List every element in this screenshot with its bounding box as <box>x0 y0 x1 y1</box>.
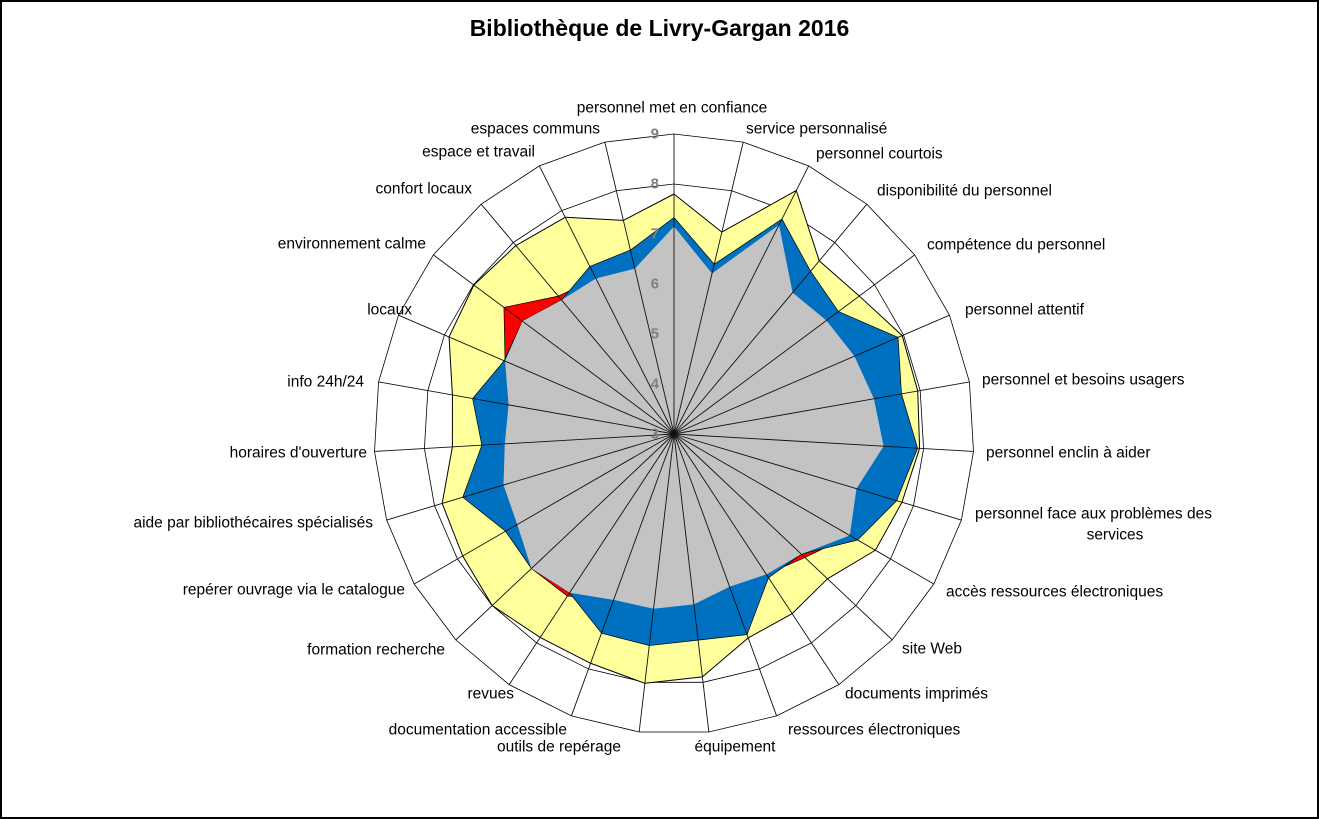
spoke-line <box>673 433 962 521</box>
category-label: personnel met en confiance <box>577 100 767 117</box>
axis-tick-label-8: 8 <box>651 176 659 193</box>
spoke-line <box>673 433 840 685</box>
category-label: service personnalisé <box>746 121 887 138</box>
category-label: compétence du personnel <box>927 237 1105 254</box>
inner-gray-area <box>503 224 884 609</box>
spoke-line <box>480 203 675 435</box>
spoke-line <box>455 433 675 641</box>
category-label: ressources électroniques <box>788 722 961 739</box>
category-label: espace et travail <box>422 144 535 161</box>
spoke-line <box>673 203 868 435</box>
category-label: outils de repérage <box>497 739 621 756</box>
spoke-line <box>673 433 710 733</box>
spoke-line <box>398 314 675 435</box>
spoke-line <box>673 433 974 452</box>
chart-title: Bibliothèque de Livry-Gargan 2016 <box>469 15 850 41</box>
category-label: confort locaux <box>376 181 473 198</box>
category-label: espaces communs <box>471 121 600 138</box>
spoke-line <box>673 433 778 717</box>
spoke-line <box>413 433 675 585</box>
category-label: info 24h/24 <box>287 374 364 391</box>
category-label: repérer ouvrage via le catalogue <box>183 582 405 599</box>
spoke-line <box>673 254 915 435</box>
grid-ring-9 <box>374 133 974 733</box>
category-label: site Web <box>902 641 962 658</box>
category-label: équipement <box>694 739 776 756</box>
spoke-line <box>638 433 675 733</box>
category-label: documents imprimés <box>845 686 988 703</box>
category-label: personnel enclin à aider <box>986 445 1151 462</box>
axis-tick-label-3: 3 <box>651 426 659 443</box>
axis-tick-label-5: 5 <box>651 326 659 343</box>
category-label: personnel attentif <box>965 302 1085 319</box>
axis-tick-label-7: 7 <box>651 226 659 243</box>
axis-tick-label-9: 9 <box>651 126 659 143</box>
spoke-line <box>673 314 950 435</box>
category-label: formation recherche <box>307 642 445 659</box>
spoke-line <box>386 433 675 521</box>
category-label: aide par bibliothécaires spécialisés <box>133 515 373 532</box>
spoke-line <box>538 165 675 435</box>
spoke-line <box>673 433 893 641</box>
category-label: documentation accessible <box>389 722 567 739</box>
spoke-line <box>673 141 744 435</box>
axis-tick-label-6: 6 <box>651 276 659 293</box>
grid-ring-8 <box>424 183 924 683</box>
category-label: accès ressources électroniques <box>946 584 1163 601</box>
axis-tick-label-4: 4 <box>651 376 660 393</box>
category-label: horaires d'ouverture <box>230 445 367 462</box>
spoke-line <box>570 433 675 717</box>
category-label: disponibilité du personnel <box>877 183 1052 200</box>
category-label-line2: services <box>1087 527 1144 544</box>
spoke-line <box>673 165 810 435</box>
spoke-line <box>604 141 675 435</box>
category-label: personnel courtois <box>816 146 943 163</box>
category-label: personnel et besoins usagers <box>982 372 1185 389</box>
category-label: environnement calme <box>278 236 426 253</box>
category-label: locaux <box>367 302 412 319</box>
category-label: personnel face aux problèmes des <box>975 506 1212 523</box>
spoke-line <box>378 381 675 435</box>
spoke-line <box>673 433 935 585</box>
spoke-line <box>673 381 970 435</box>
spoke-line <box>374 433 675 452</box>
category-label: revues <box>467 686 514 703</box>
spoke-line <box>433 254 675 435</box>
spoke-line <box>508 433 675 685</box>
